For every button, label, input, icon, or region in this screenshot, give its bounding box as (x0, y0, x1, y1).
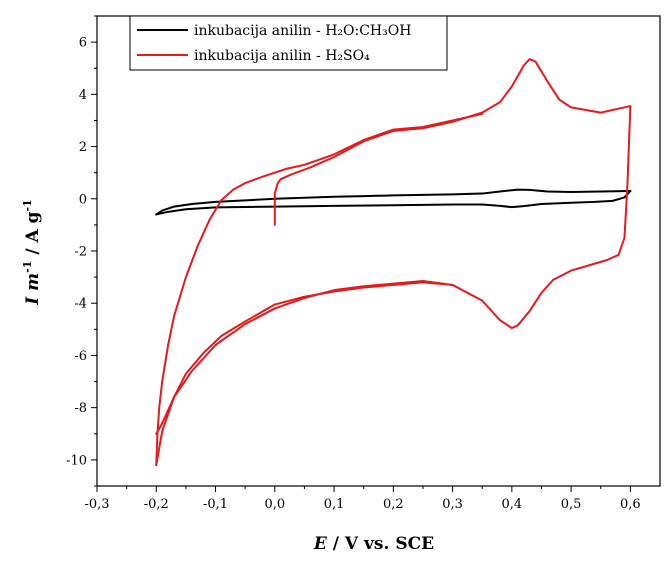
series-1-curve-1 (155, 105, 632, 435)
series-1-curve-3 (155, 281, 454, 467)
y-tick-label: -2 (74, 245, 87, 260)
y-tick-label: 0 (79, 192, 87, 207)
series-0-curve-1 (155, 189, 632, 216)
legend: inkubacija anilin - H₂O:CH₃OH inkubacija… (129, 15, 448, 71)
y-tick-label: 6 (79, 36, 87, 51)
x-tick-label: 0,3 (442, 497, 463, 512)
legend-entry-series-1: inkubacija anilin - H₂SO₄ (194, 48, 370, 64)
y-axis-unit: / A g (23, 211, 43, 260)
x-tick-label: -0,3 (84, 497, 109, 512)
y-axis-variable-exponent: -1 (21, 261, 34, 273)
x-tick-label: 0,2 (383, 497, 404, 512)
x-tick-label: 0,5 (561, 497, 582, 512)
x-tick-label: -0,1 (203, 497, 228, 512)
legend-entry-series-0: inkubacija anilin - H₂O:CH₃OH (194, 23, 411, 39)
x-tick-label: 0,6 (620, 497, 641, 512)
series-1-curve-0 (273, 58, 632, 226)
series-0-curve-0 (155, 188, 632, 216)
x-tick-label: -0,2 (144, 497, 169, 512)
x-tick-label: 0,4 (501, 497, 522, 512)
x-axis-variable: E (313, 534, 328, 554)
y-tick-label: 4 (79, 88, 87, 103)
x-axis-ticks: -0,3 -0,2 -0,1 0,0 0,1 0,2 0,3 0,4 0,5 0,6 (84, 486, 641, 512)
y-axis-variable: I m (23, 273, 43, 306)
y-tick-label: 2 (79, 140, 87, 155)
y-axis-ticks: -10 -8 -6 -4 -2 0 2 4 6 (66, 15, 97, 487)
y-tick-label: -8 (74, 401, 87, 416)
y-tick-label: -6 (74, 349, 87, 364)
plot-lines (155, 58, 632, 467)
y-axis-title: I m-1 / A g-1 (21, 199, 43, 305)
x-tick-label: 0,0 (264, 497, 285, 512)
x-tick-label: 0,1 (324, 497, 345, 512)
x-axis-title: E / V vs. SCE (313, 534, 434, 554)
y-tick-label: -10 (66, 453, 87, 468)
plot-frame (96, 15, 661, 487)
series-1-curve-2 (155, 112, 484, 467)
x-axis-unit: / V vs. SCE (327, 534, 434, 554)
y-axis-unit-exponent: -1 (21, 199, 34, 211)
y-tick-label: -4 (74, 297, 87, 312)
legend-box (129, 15, 448, 71)
